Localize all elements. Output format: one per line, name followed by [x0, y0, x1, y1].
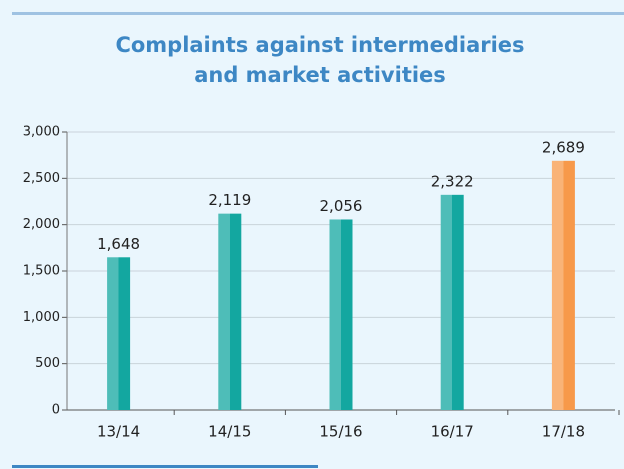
- chart-title: and market activities: [194, 63, 446, 87]
- y-tick-label: 1,000: [23, 310, 60, 325]
- bottom-rule: [12, 465, 318, 468]
- y-tick-label: 500: [35, 356, 60, 371]
- y-tick-label: 2,000: [23, 217, 60, 232]
- y-tick-label: 0: [52, 403, 60, 418]
- y-tick-label: 1,500: [23, 264, 60, 279]
- bar: [218, 213, 242, 410]
- x-tick-label: 16/17: [431, 423, 474, 441]
- value-label: 2,322: [431, 172, 474, 190]
- value-label: 1,648: [97, 235, 140, 253]
- bar: [551, 160, 575, 410]
- x-tick-label: 14/15: [208, 423, 251, 441]
- y-tick-label: 2,500: [23, 171, 60, 186]
- top-rule: [12, 12, 624, 15]
- y-tick-label: 3,000: [23, 125, 60, 140]
- bar: [440, 194, 464, 410]
- bar: [107, 257, 131, 410]
- value-label: 2,056: [320, 197, 363, 215]
- x-tick-label: 17/18: [542, 423, 585, 441]
- chart-title: Complaints against intermediaries: [115, 33, 524, 57]
- value-label: 2,689: [542, 138, 585, 156]
- value-label: 2,119: [208, 191, 251, 209]
- bar: [329, 219, 353, 410]
- x-tick-label: 15/16: [319, 423, 362, 441]
- x-tick-label: 13/14: [97, 423, 140, 441]
